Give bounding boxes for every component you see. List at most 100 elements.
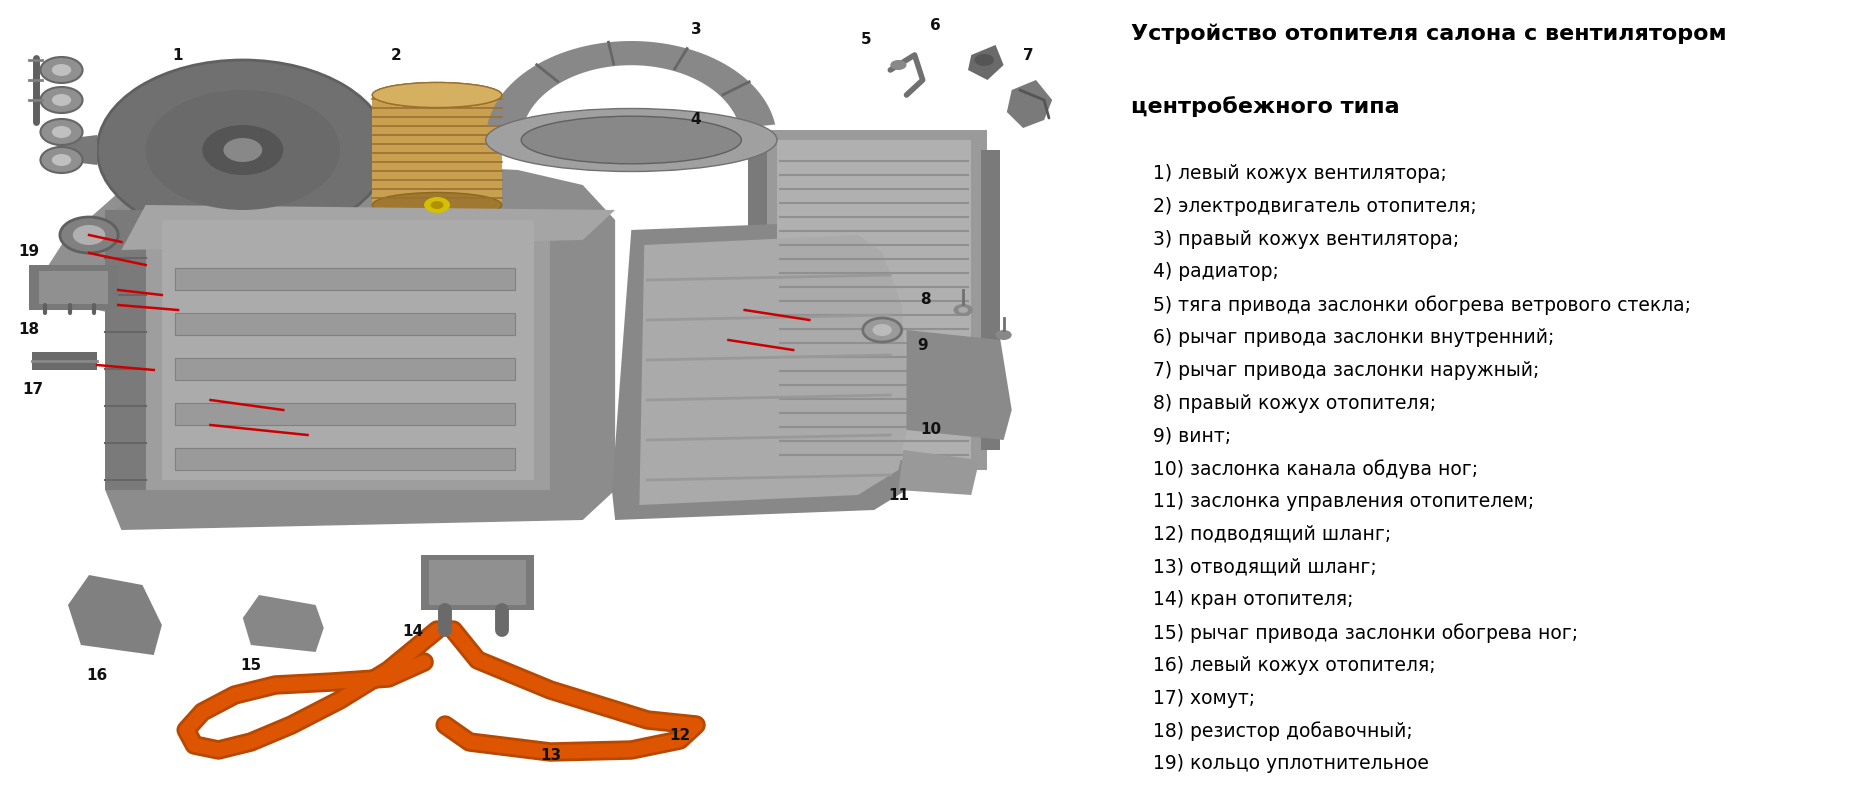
Ellipse shape — [485, 109, 777, 171]
Text: 3: 3 — [690, 22, 701, 38]
FancyBboxPatch shape — [39, 271, 109, 304]
Text: 11: 11 — [888, 487, 908, 502]
FancyBboxPatch shape — [174, 448, 514, 470]
Text: 6) рычаг привода заслонки внутренний;: 6) рычаг привода заслонки внутренний; — [1153, 328, 1554, 347]
Circle shape — [52, 126, 70, 138]
Polygon shape — [899, 450, 979, 495]
Polygon shape — [33, 170, 218, 320]
Text: 4: 4 — [690, 113, 701, 127]
Text: 16) левый кожух отопителя;: 16) левый кожух отопителя; — [1153, 656, 1436, 675]
FancyBboxPatch shape — [30, 265, 118, 310]
Text: 8) правый кожух отопителя;: 8) правый кожух отопителя; — [1153, 394, 1436, 413]
Text: 7: 7 — [1023, 47, 1032, 62]
Text: 16: 16 — [87, 667, 107, 682]
Circle shape — [146, 90, 340, 210]
Polygon shape — [68, 575, 163, 655]
FancyBboxPatch shape — [174, 403, 514, 425]
Text: 2) электродвигатель отопителя;: 2) электродвигатель отопителя; — [1153, 197, 1476, 216]
FancyBboxPatch shape — [174, 358, 514, 380]
Ellipse shape — [372, 82, 501, 107]
Text: 8: 8 — [921, 293, 931, 307]
Polygon shape — [122, 205, 614, 250]
Text: 5: 5 — [860, 33, 871, 47]
Circle shape — [52, 154, 70, 166]
Circle shape — [41, 147, 83, 173]
Circle shape — [41, 57, 83, 83]
FancyBboxPatch shape — [174, 313, 514, 335]
FancyBboxPatch shape — [105, 210, 146, 490]
Polygon shape — [968, 45, 1003, 80]
FancyBboxPatch shape — [174, 268, 514, 290]
Text: 9: 9 — [918, 338, 929, 353]
FancyBboxPatch shape — [777, 140, 971, 460]
Polygon shape — [906, 330, 1012, 440]
Polygon shape — [372, 95, 501, 205]
Circle shape — [975, 54, 993, 66]
Circle shape — [72, 225, 105, 245]
Circle shape — [52, 94, 70, 106]
Text: 13: 13 — [540, 747, 561, 762]
FancyBboxPatch shape — [429, 560, 525, 605]
Text: 19) кольцо уплотнительное: 19) кольцо уплотнительное — [1153, 754, 1428, 774]
Polygon shape — [1006, 80, 1053, 128]
Polygon shape — [612, 220, 940, 520]
FancyBboxPatch shape — [146, 210, 551, 490]
Text: 18: 18 — [18, 322, 39, 338]
FancyBboxPatch shape — [747, 150, 768, 450]
Text: 14) кран отопителя;: 14) кран отопителя; — [1153, 590, 1354, 610]
Text: Устройство отопителя салона с вентилятором: Устройство отопителя салона с вентилятор… — [1130, 24, 1726, 45]
Circle shape — [953, 304, 973, 316]
Circle shape — [41, 119, 83, 145]
Circle shape — [96, 60, 388, 240]
Text: 15: 15 — [240, 658, 261, 673]
Circle shape — [202, 125, 283, 175]
Polygon shape — [202, 240, 283, 265]
Text: 1) левый кожух вентилятора;: 1) левый кожух вентилятора; — [1153, 164, 1447, 183]
FancyBboxPatch shape — [163, 220, 535, 480]
Polygon shape — [105, 160, 614, 530]
Circle shape — [995, 330, 1012, 340]
Text: 13) отводящий шланг;: 13) отводящий шланг; — [1153, 558, 1376, 577]
Polygon shape — [640, 235, 910, 505]
Circle shape — [224, 138, 263, 162]
Circle shape — [958, 307, 968, 313]
FancyBboxPatch shape — [422, 555, 535, 610]
Text: 6: 6 — [931, 18, 942, 33]
Text: 1: 1 — [172, 47, 183, 62]
Text: 10) заслонка канала обдува ног;: 10) заслонка канала обдува ног; — [1153, 459, 1478, 479]
Text: 5) тяга привода заслонки обогрева ветрового стекла;: 5) тяга привода заслонки обогрева ветров… — [1153, 295, 1691, 315]
Text: центробежного типа: центробежного типа — [1130, 96, 1399, 117]
Polygon shape — [487, 41, 775, 128]
Text: 3) правый кожух вентилятора;: 3) правый кожух вентилятора; — [1153, 230, 1460, 249]
Text: 17: 17 — [22, 382, 43, 398]
Circle shape — [890, 60, 906, 70]
FancyBboxPatch shape — [980, 150, 1001, 450]
Ellipse shape — [372, 193, 501, 218]
Text: 12) подводящий шланг;: 12) подводящий шланг; — [1153, 525, 1391, 544]
Text: 11) заслонка управления отопителем;: 11) заслонка управления отопителем; — [1153, 492, 1534, 511]
Circle shape — [41, 87, 83, 113]
Text: 7) рычаг привода заслонки наружный;: 7) рычаг привода заслонки наружный; — [1153, 361, 1539, 380]
Text: 12: 12 — [670, 727, 690, 742]
Ellipse shape — [522, 116, 742, 164]
FancyBboxPatch shape — [760, 130, 988, 470]
Circle shape — [873, 324, 892, 336]
Circle shape — [59, 217, 118, 253]
Text: 2: 2 — [390, 47, 401, 62]
Circle shape — [96, 60, 388, 240]
Polygon shape — [57, 135, 96, 165]
Polygon shape — [242, 595, 324, 652]
Circle shape — [52, 64, 70, 76]
Text: 10: 10 — [919, 422, 942, 438]
Text: 17) хомут;: 17) хомут; — [1153, 689, 1256, 708]
Text: 9) винт;: 9) винт; — [1153, 426, 1232, 446]
Text: 14: 14 — [401, 625, 424, 639]
Text: 19: 19 — [18, 245, 39, 259]
Circle shape — [424, 197, 450, 213]
Circle shape — [431, 201, 444, 209]
Text: 15) рычаг привода заслонки обогрева ног;: 15) рычаг привода заслонки обогрева ног; — [1153, 623, 1578, 643]
Ellipse shape — [372, 82, 501, 107]
Circle shape — [862, 318, 901, 342]
Text: 4) радиатор;: 4) радиатор; — [1153, 262, 1278, 282]
FancyBboxPatch shape — [33, 352, 96, 370]
